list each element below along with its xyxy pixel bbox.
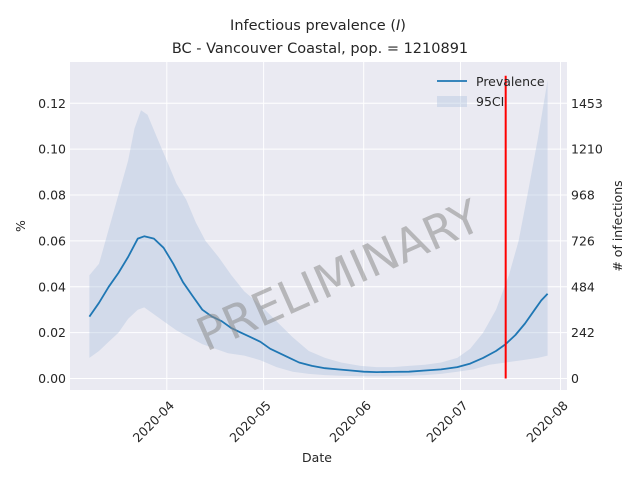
- x-tick-label: 2020-05: [226, 398, 274, 446]
- y-tick-label: 0.02: [38, 325, 66, 340]
- x-tick-label: 2020-04: [130, 398, 178, 446]
- y-right-ticks: 0 242 484 726 968 1210 1453: [571, 96, 603, 386]
- x-axis-label: Date: [302, 450, 332, 465]
- y-tick-label: 0.12: [38, 96, 66, 111]
- legend-label-ci: 95CI: [476, 94, 504, 109]
- prevalence-line: [88, 235, 549, 374]
- y-tick-label: 0.04: [38, 279, 66, 294]
- prevalence-line-layer: [88, 235, 549, 374]
- x-tick-label: 2020-07: [423, 398, 471, 446]
- x-ticks: 2020-04 2020-05 2020-06 2020-07 2020-08: [130, 398, 571, 446]
- y-right-tick-label: 726: [571, 233, 595, 248]
- y-tick-label: 0.00: [38, 371, 66, 386]
- y-tick-label: 0.06: [38, 233, 66, 248]
- y-right-axis-label: # of infections: [610, 180, 625, 271]
- chart-title: Infectious prevalence (I): [230, 18, 406, 34]
- y-right-tick-label: 968: [571, 188, 595, 203]
- y-tick-label: 0.08: [38, 188, 66, 203]
- grid: [70, 62, 567, 390]
- legend-label-prevalence: Prevalence: [476, 74, 545, 89]
- legend: Prevalence 95CI: [437, 74, 545, 109]
- y-right-tick-label: 0: [571, 371, 579, 386]
- ci-band-layer: [89, 80, 548, 377]
- y-axis-label: %: [13, 220, 28, 232]
- x-tick-label: 2020-08: [523, 398, 571, 446]
- y-right-tick-label: 484: [571, 279, 595, 294]
- chart-subtitle: BC - Vancouver Coastal, pop. = 1210891: [172, 41, 468, 57]
- y-right-tick-label: 1210: [571, 142, 603, 157]
- y-right-tick-label: 242: [571, 325, 595, 340]
- y-right-tick-label: 1453: [571, 96, 603, 111]
- legend-swatch-ci: [437, 96, 467, 107]
- ci-band: [89, 80, 548, 377]
- y-ticks: 0.00 0.02 0.04 0.06 0.08 0.10 0.12: [38, 96, 66, 386]
- x-tick-label: 2020-06: [326, 398, 374, 446]
- y-tick-label: 0.10: [38, 142, 66, 157]
- plot-area: [70, 62, 567, 390]
